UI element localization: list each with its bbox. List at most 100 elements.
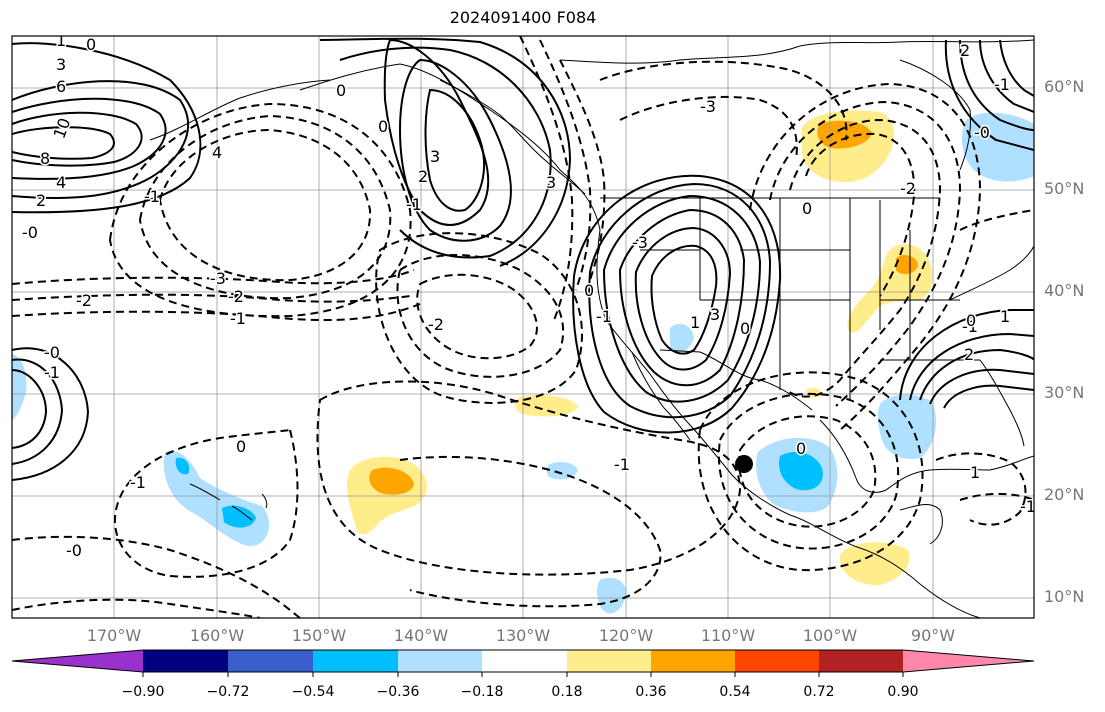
- contour-pos-north-pacific-3: [12, 111, 143, 167]
- contour-label: 0: [802, 199, 812, 218]
- colorbar-swatch-4: [398, 650, 482, 672]
- contour-label: 0: [584, 281, 594, 300]
- colorbar-tick-label: 0.54: [719, 684, 751, 700]
- contour-neg-central-3: [375, 232, 583, 404]
- contour-label: 3: [546, 173, 556, 192]
- contour-pos-southeast-1: [919, 348, 1034, 401]
- contour-pos-west-us-1: [618, 208, 746, 387]
- contour-label: 0: [740, 319, 750, 338]
- colorbar-tick-label: −0.72: [206, 684, 250, 700]
- lat-label: 10°N: [1044, 587, 1085, 606]
- coastline-gulf: [819, 419, 1034, 493]
- lon-label: 160°W: [189, 626, 245, 645]
- contour-label: 0: [86, 35, 96, 54]
- colorbar-swatch-1: [143, 650, 228, 672]
- colorbar-swatch-2: [228, 650, 313, 672]
- shade-blue-baja: [670, 323, 694, 353]
- contour-pos-west-us-4: [602, 194, 762, 403]
- lat-label: 20°N: [1044, 485, 1085, 504]
- colorbar-swatch-9: [819, 650, 903, 672]
- lon-label: 140°W: [393, 626, 449, 645]
- shade-blue-small-1: [546, 462, 578, 480]
- coastline-east: [949, 245, 1034, 301]
- contour-neg-mexico-3: [697, 371, 924, 572]
- colorbar-tick-label: −0.90: [121, 684, 165, 700]
- contour-neg-southeast-edge: [959, 492, 1034, 501]
- contour-label: -3: [210, 269, 226, 288]
- colorbar-tick-label: 0.36: [635, 684, 667, 700]
- map-title: 2024091400 F084: [449, 8, 597, 27]
- contour-label: 1: [690, 313, 700, 332]
- colorbar-tick-label: 0.18: [551, 684, 583, 700]
- contour-neg-central-1: [396, 254, 565, 378]
- contour-label: 2: [418, 167, 428, 186]
- contour-neg-gulf-alaska-1: [158, 128, 372, 282]
- contour-label: -2: [228, 287, 244, 306]
- contour-label: 1: [1000, 307, 1010, 326]
- colorbar-swatch-5: [482, 650, 567, 672]
- contour-label: 0: [236, 437, 246, 456]
- contour-pos-west-us-2: [634, 226, 732, 371]
- coastline-florida: [979, 359, 1025, 447]
- lat-label: 60°N: [1044, 77, 1085, 96]
- contour-neg-east-pac-2: [114, 428, 299, 578]
- shade-cyan-hawaii-small: [175, 457, 190, 475]
- map-frame: [11, 35, 1035, 619]
- contour-neg-east-pac-4: [12, 598, 261, 618]
- contour-label: 0: [336, 81, 346, 100]
- contour-neg-gulf-south: [935, 452, 1027, 526]
- coastlines: [149, 39, 1034, 618]
- colorbar-ticks: [142, 672, 904, 677]
- contour-label: -2: [900, 179, 916, 198]
- coastline-hudson: [899, 59, 971, 171]
- coastline-alaska-south: [149, 79, 331, 141]
- colorbar: [11, 649, 1035, 677]
- contour-label: -1: [614, 455, 630, 474]
- shade-cyan-mexico: [778, 452, 823, 491]
- contour-neg-plains-2: [769, 100, 962, 407]
- colorbar-swatch-8: [735, 650, 819, 672]
- contour-neg-east-edge: [959, 209, 1034, 231]
- location-marker: [735, 455, 753, 473]
- colorbar-swatch-3: [313, 650, 398, 672]
- contour-label: -0: [66, 541, 82, 560]
- colorbar-tick-label: 0.90: [887, 684, 919, 700]
- contour-pos-northeast-4: [944, 39, 1034, 151]
- contour-pos-northeast-1: [959, 39, 1034, 131]
- shade-yellow-central-america: [839, 542, 910, 586]
- contour-label: 1: [56, 31, 66, 50]
- lat-label: 50°N: [1044, 179, 1085, 198]
- border-states-1: [640, 198, 851, 400]
- contour-neg-trough-3: [519, 36, 574, 321]
- contour-label: 2: [36, 191, 46, 210]
- contour-pos-north-pacific-4: [12, 126, 115, 160]
- dashed-contours: [12, 36, 1034, 618]
- coastline-alaska-panhandle: [439, 79, 586, 195]
- colorbar-swatch-0: [12, 650, 143, 672]
- contour-pos-alaska-ridge-1: [383, 38, 490, 226]
- contour-label: 8: [40, 149, 50, 168]
- contour-label: 0: [796, 439, 806, 458]
- contour-neg-east-pac-1: [316, 380, 742, 576]
- contour-label: -1: [144, 187, 160, 206]
- contour-neg-canada-2: [599, 60, 848, 141]
- contour-pos-southeast-4: [943, 384, 1034, 409]
- contour-pos-north-pacific-2: [12, 97, 167, 180]
- shade-orange-plains: [896, 255, 918, 275]
- contour-pos-northeast-3: [999, 39, 1034, 97]
- contour-pos-west-us-5: [588, 182, 772, 419]
- contour-pos-alaska-ridge-3: [398, 58, 512, 242]
- contour-label: 3: [710, 305, 720, 324]
- contour-label: -0: [44, 343, 60, 362]
- contour-pos-west-edge-1: [12, 358, 64, 465]
- lat-label: 30°N: [1044, 383, 1085, 402]
- contour-label: 0: [378, 117, 388, 136]
- contour-neg-central-2: [416, 273, 538, 360]
- contour-neg-zonal-3: [12, 269, 415, 285]
- contour-label: 3: [430, 147, 440, 166]
- contour-neg-mexico-2: [717, 392, 900, 550]
- contour-label: 0: [966, 311, 976, 330]
- contour-pos-northeast-2: [979, 39, 1034, 113]
- contour-pos-west-us-6: [572, 174, 782, 434]
- contour-label: 6: [56, 77, 66, 96]
